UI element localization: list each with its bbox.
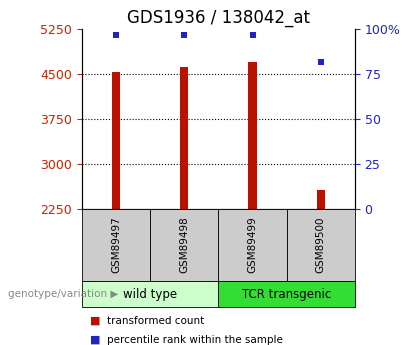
Text: genotype/variation ▶: genotype/variation ▶: [8, 289, 119, 299]
Text: GSM89499: GSM89499: [247, 217, 257, 273]
Bar: [180, 67, 189, 209]
Text: transformed count: transformed count: [107, 316, 205, 326]
Bar: [112, 72, 120, 209]
Text: wild type: wild type: [123, 288, 177, 300]
Text: GSM89500: GSM89500: [316, 217, 326, 273]
Title: GDS1936 / 138042_at: GDS1936 / 138042_at: [127, 9, 310, 27]
Text: ■: ■: [90, 335, 101, 345]
Text: percentile rank within the sample: percentile rank within the sample: [107, 335, 283, 345]
Bar: [249, 62, 257, 209]
Text: ■: ■: [90, 316, 101, 326]
Text: GSM89498: GSM89498: [179, 217, 189, 273]
Text: GSM89497: GSM89497: [111, 217, 121, 273]
Text: TCR transgenic: TCR transgenic: [242, 288, 331, 300]
Bar: [317, 190, 325, 209]
